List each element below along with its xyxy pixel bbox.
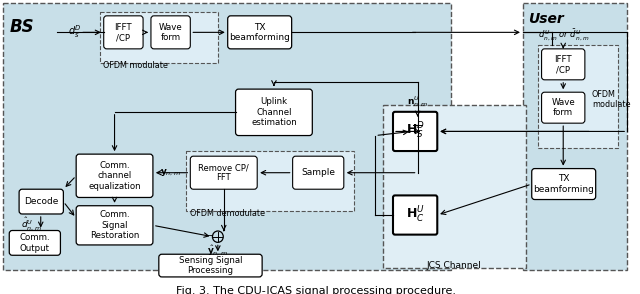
FancyBboxPatch shape (532, 168, 596, 200)
FancyBboxPatch shape (9, 230, 60, 255)
Text: $\mathbf{n}_{n,m}^U$: $\mathbf{n}_{n,m}^U$ (407, 94, 428, 109)
Text: Comm.
Signal
Restoration: Comm. Signal Restoration (90, 211, 140, 240)
Bar (186, 151, 354, 211)
FancyBboxPatch shape (236, 89, 312, 136)
Text: $-$: $-$ (205, 229, 214, 239)
Bar (538, 45, 618, 148)
Text: $\mathbf{H}_C^U$: $\mathbf{H}_C^U$ (406, 205, 424, 225)
FancyBboxPatch shape (393, 112, 437, 151)
Text: $\mathbf{H}_S^D$: $\mathbf{H}_S^D$ (406, 121, 424, 141)
Text: Sensing Signal
Processing: Sensing Signal Processing (179, 256, 242, 275)
Text: $d_s^D$: $d_s^D$ (68, 23, 82, 40)
FancyBboxPatch shape (76, 154, 153, 198)
FancyBboxPatch shape (228, 16, 292, 49)
Text: Fig. 3. The CDU-JCAS signal processing procedure.: Fig. 3. The CDU-JCAS signal processing p… (176, 285, 456, 294)
Text: $\mathbf{y}_{n,m}$: $\mathbf{y}_{n,m}$ (161, 167, 182, 178)
Text: TX
beamforming: TX beamforming (533, 174, 594, 194)
Text: OFDM
modulate: OFDM modulate (592, 90, 630, 109)
FancyBboxPatch shape (541, 92, 585, 123)
Bar (3, 4, 451, 270)
Text: OFDM modulate: OFDM modulate (103, 61, 168, 70)
Text: $d_{n,m}^U$ or $\bar{d}_{n,m}^U$: $d_{n,m}^U$ or $\bar{d}_{n,m}^U$ (538, 28, 589, 43)
Text: Sample: Sample (301, 168, 335, 177)
Bar (523, 4, 627, 270)
FancyBboxPatch shape (159, 254, 262, 277)
Text: Wave
form: Wave form (159, 23, 182, 42)
Text: User: User (528, 12, 564, 26)
Text: BS: BS (9, 18, 34, 36)
Text: $\hat{d}_{n,m}^U$: $\hat{d}_{n,m}^U$ (20, 215, 42, 232)
Text: TX
beamforming: TX beamforming (229, 23, 290, 42)
FancyBboxPatch shape (190, 156, 257, 189)
FancyBboxPatch shape (151, 16, 190, 49)
Text: OFDM demodulate: OFDM demodulate (190, 209, 266, 218)
FancyBboxPatch shape (76, 206, 153, 245)
Text: Uplink
Channel
estimation: Uplink Channel estimation (251, 97, 297, 127)
Bar (100, 12, 218, 63)
FancyBboxPatch shape (104, 16, 143, 49)
FancyBboxPatch shape (393, 196, 437, 235)
Text: Decode: Decode (24, 197, 58, 206)
FancyBboxPatch shape (292, 156, 344, 189)
Text: Comm.
Output: Comm. Output (20, 233, 50, 253)
Text: Remove CP/
FFT: Remove CP/ FFT (198, 163, 249, 182)
FancyBboxPatch shape (541, 49, 585, 80)
Text: $\hat{\mathbf{y}}_{n,m}$: $\hat{\mathbf{y}}_{n,m}$ (207, 244, 228, 258)
Bar (383, 105, 526, 268)
Text: JCS Channel: JCS Channel (426, 261, 481, 270)
Text: IFFT
/CP: IFFT /CP (554, 55, 572, 74)
Text: Wave
form: Wave form (551, 98, 575, 117)
Text: Comm.
channel
equalization: Comm. channel equalization (88, 161, 141, 191)
FancyBboxPatch shape (19, 189, 63, 214)
Text: IFFT
/CP: IFFT /CP (115, 23, 132, 42)
